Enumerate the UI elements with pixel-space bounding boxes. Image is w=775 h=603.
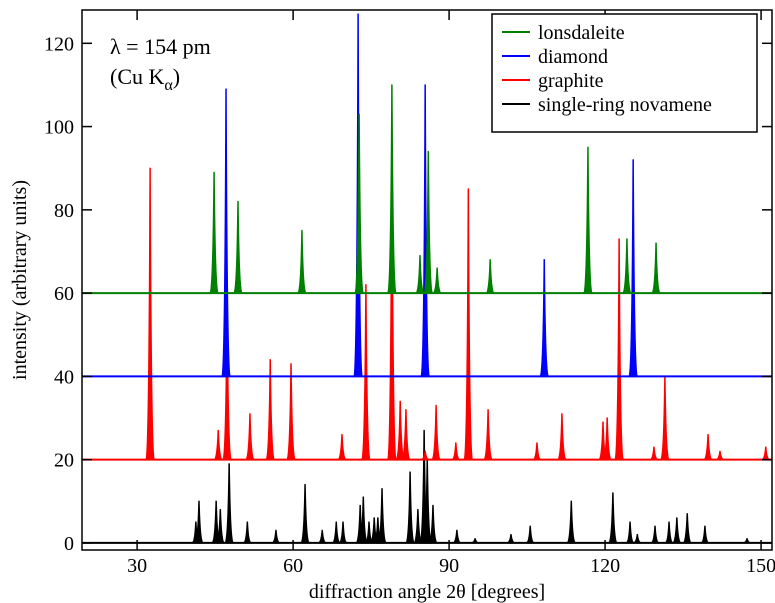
- peak: [271, 529, 281, 544]
- annotation: (Cu Kα): [110, 64, 180, 94]
- peak: [361, 284, 371, 461]
- legend-label: diamond: [538, 46, 608, 68]
- annotation: (Cu K: [110, 64, 165, 89]
- x-tick-label: 60: [283, 555, 303, 577]
- peak: [233, 200, 243, 294]
- peak: [651, 242, 661, 294]
- peak: [451, 442, 461, 461]
- peak: [317, 529, 327, 544]
- peak: [420, 450, 430, 461]
- plot-frame: [81, 9, 773, 551]
- legend-box: [491, 13, 758, 133]
- peak: [387, 84, 397, 294]
- peak: [602, 417, 612, 461]
- peak: [209, 171, 219, 294]
- peak: [525, 525, 535, 544]
- peak: [194, 500, 204, 544]
- peak: [415, 254, 425, 294]
- peak: [300, 483, 310, 544]
- peak: [145, 167, 155, 461]
- peak: [423, 150, 434, 294]
- peak: [485, 259, 495, 294]
- peak: [224, 463, 234, 544]
- peak: [625, 521, 635, 544]
- peak: [470, 538, 480, 544]
- peak: [431, 404, 441, 461]
- y-tick-label: 100: [44, 117, 74, 139]
- peak: [506, 533, 516, 544]
- peak: [338, 521, 348, 544]
- peak: [215, 508, 226, 544]
- peak: [703, 433, 713, 461]
- peak: [483, 408, 493, 461]
- peak: [672, 517, 682, 544]
- peak: [420, 84, 430, 378]
- peak: [245, 413, 255, 461]
- annotation: α: [164, 77, 173, 94]
- peak: [539, 259, 550, 378]
- x-tick-label: 90: [439, 555, 459, 577]
- peak: [632, 533, 643, 544]
- x-tick-label: 30: [127, 555, 147, 577]
- peak: [401, 408, 411, 461]
- peak: [650, 525, 660, 544]
- peak: [682, 513, 692, 544]
- y-axis-label: intensity (arbitrary units): [9, 180, 31, 380]
- peak: [557, 413, 567, 461]
- y-tick-label: 20: [54, 450, 74, 472]
- peak: [614, 238, 624, 461]
- peak: [463, 188, 474, 461]
- peak: [265, 358, 275, 461]
- peak: [649, 446, 659, 461]
- x-axis-label: diffraction angle 2θ [degrees]: [309, 581, 545, 603]
- peak: [700, 525, 710, 544]
- peak: [664, 521, 674, 544]
- peak: [583, 146, 593, 294]
- peak: [395, 400, 405, 461]
- y-tick-label: 40: [54, 366, 74, 388]
- x-tick-label: 120: [590, 555, 620, 577]
- peak: [405, 471, 415, 544]
- legend-label: lonsdaleite: [538, 22, 625, 44]
- legend-label: graphite: [538, 70, 604, 92]
- peak: [377, 488, 387, 544]
- peak: [413, 508, 423, 544]
- peak: [242, 521, 253, 544]
- peak: [286, 363, 296, 461]
- peak: [660, 375, 670, 461]
- peak: [608, 492, 618, 544]
- y-tick-label: 80: [54, 200, 74, 222]
- annotation: λ = 154 pm: [110, 34, 211, 59]
- peak: [428, 504, 438, 544]
- peak: [337, 433, 347, 461]
- peak: [532, 442, 542, 461]
- y-tick-label: 120: [44, 33, 74, 55]
- annotation: ): [173, 64, 180, 89]
- peak: [566, 500, 577, 544]
- legend-label: single-ring novamene: [538, 94, 712, 116]
- y-tick-label: 0: [64, 533, 74, 555]
- peak: [432, 267, 442, 294]
- peak: [628, 159, 638, 378]
- peak: [742, 538, 752, 544]
- peak: [622, 238, 632, 294]
- peak: [715, 450, 725, 461]
- peak: [297, 229, 307, 294]
- peak: [354, 113, 364, 294]
- x-tick-label: 150: [746, 555, 775, 577]
- peak: [213, 429, 223, 461]
- y-tick-label: 60: [54, 283, 74, 305]
- peak: [331, 521, 342, 544]
- peak: [761, 446, 771, 461]
- peak: [452, 529, 462, 544]
- peak: [221, 88, 231, 378]
